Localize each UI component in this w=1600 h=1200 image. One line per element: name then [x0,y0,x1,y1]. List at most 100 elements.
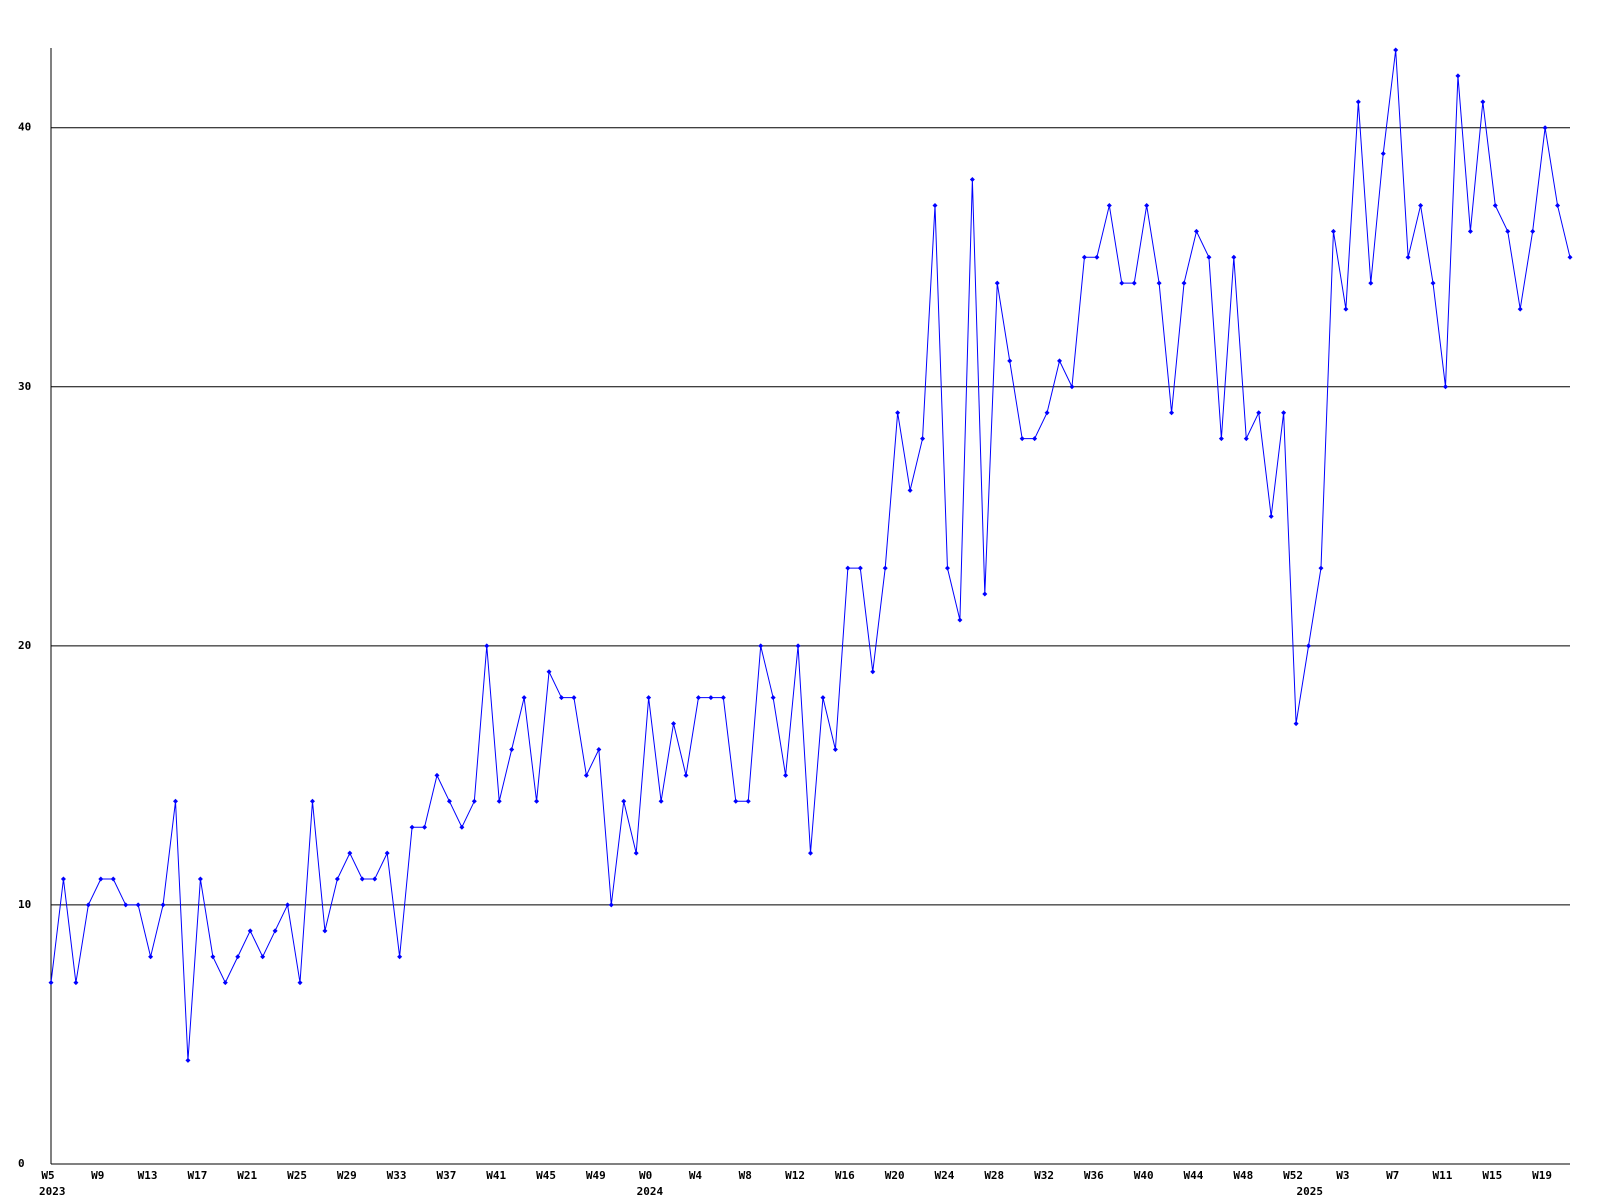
point-marker [720,695,726,701]
point-marker [1069,384,1075,390]
point-marker [1144,202,1150,208]
x-tick-label: W44 [1184,1169,1204,1182]
point-marker [558,695,564,701]
point-marker [708,695,714,701]
x-tick-label: W41 [486,1169,506,1182]
point-marker [471,798,477,804]
x-tick-label: W48 [1233,1169,1253,1182]
point-marker [1530,228,1536,234]
point-marker [297,980,303,986]
point-marker [845,565,851,571]
year-label: 2023 [39,1185,66,1198]
point-marker [309,798,315,804]
point-marker [1019,436,1025,442]
point-marker [832,746,838,752]
point-marker [397,954,403,960]
x-tick-label: W9 [91,1169,104,1182]
point-marker [185,1057,191,1063]
point-marker [409,824,415,830]
point-marker [957,617,963,623]
point-marker [509,746,515,752]
x-tick-label: W24 [935,1169,955,1182]
point-marker [982,591,988,597]
point-marker [210,954,216,960]
point-marker [359,876,365,882]
point-marker [347,850,353,856]
point-marker [1169,410,1175,416]
point-marker [1193,228,1199,234]
point-marker [969,177,975,183]
x-tick-label: W36 [1084,1169,1104,1182]
point-marker [1368,280,1374,286]
point-marker [1032,436,1038,442]
point-marker [372,876,378,882]
x-tick-label: W52 [1283,1169,1303,1182]
point-marker [546,669,552,675]
point-marker [173,798,179,804]
x-tick-label: W49 [586,1169,606,1182]
point-marker [48,980,54,986]
point-marker [758,643,764,649]
point-marker [260,954,266,960]
point-marker [1480,99,1486,105]
point-marker [135,902,141,908]
point-marker [1131,280,1137,286]
point-marker [658,798,664,804]
x-tick-label: W4 [689,1169,703,1182]
point-marker [608,902,614,908]
point-marker [1306,643,1312,649]
point-marker [123,902,129,908]
x-tick-label: W7 [1386,1169,1399,1182]
x-tick-label: W32 [1034,1169,1054,1182]
x-tick-label: W29 [337,1169,357,1182]
point-marker [1218,436,1224,442]
point-marker [1057,358,1063,364]
point-marker [1330,228,1336,234]
point-marker [633,850,639,856]
point-marker [197,876,203,882]
point-marker [1467,228,1473,234]
point-marker [1044,410,1050,416]
point-marker [1094,254,1100,260]
point-marker [422,824,428,830]
x-tick-label: W19 [1532,1169,1552,1182]
point-marker [1517,306,1523,312]
point-marker [322,928,328,934]
point-marker [1505,228,1511,234]
point-marker [1492,202,1498,208]
point-marker [1181,280,1187,286]
point-marker [1355,99,1361,105]
x-tick-label: W11 [1433,1169,1453,1182]
point-marker [446,798,452,804]
point-marker [285,902,291,908]
point-marker [621,798,627,804]
x-tick-label: W5 [41,1169,54,1182]
point-marker [932,202,938,208]
point-marker [920,436,926,442]
point-marker [496,798,502,804]
x-tick-label: W45 [536,1169,556,1182]
y-tick-label: 10 [18,898,31,911]
point-marker [683,772,689,778]
point-marker [1542,125,1548,131]
point-marker [222,980,228,986]
point-marker [1393,47,1399,53]
x-tick-label: W17 [187,1169,207,1182]
y-tick-label: 20 [18,639,31,652]
point-marker [1293,721,1299,727]
point-marker [85,902,91,908]
point-marker [1119,280,1125,286]
point-marker [384,850,390,856]
x-tick-label: W28 [984,1169,1004,1182]
point-marker [60,876,66,882]
point-marker [745,798,751,804]
y-tick-label: 0 [18,1157,25,1170]
point-marker [1231,254,1237,260]
point-marker [783,772,789,778]
point-marker [1081,254,1087,260]
point-marker [882,565,888,571]
point-marker [1567,254,1573,260]
point-marker [907,487,913,493]
point-marker [1380,151,1386,157]
